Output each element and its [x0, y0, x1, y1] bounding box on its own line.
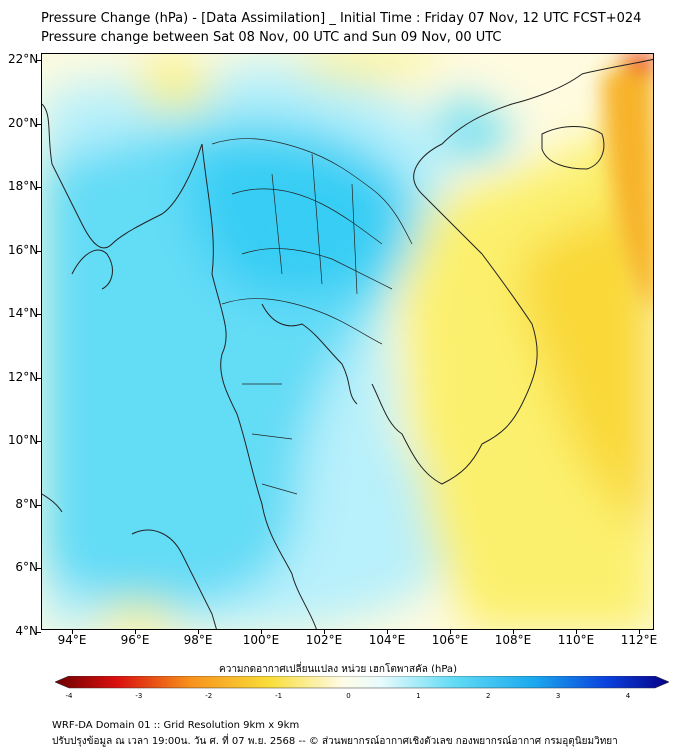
province-borders [211, 138, 413, 495]
lat-tick-label: 14°N [8, 306, 39, 320]
lon-tick-mark [513, 630, 514, 634]
lon-tick-mark [324, 630, 325, 634]
lon-tick-mark [198, 630, 199, 634]
lat-tick-label: 8°N [15, 496, 38, 511]
lat-tick-mark [36, 187, 41, 188]
coastlines [42, 58, 653, 629]
lat-tick-mark [36, 377, 41, 379]
pressure-change-map [42, 54, 653, 629]
lat-tick-mark [36, 504, 41, 506]
lon-tick-mark [135, 630, 136, 634]
map-subtitle: Pressure change between Sat 08 Nov, 00 U… [41, 30, 502, 45]
lon-tick-label: 112°E [620, 633, 658, 647]
lon-tick-mark [261, 630, 262, 634]
lon-tick-label: 104°E [368, 633, 406, 647]
colorbar-tick-label: -1 [275, 692, 283, 700]
colorbar-tick-label: 3 [555, 692, 561, 700]
lon-tick-label: 94°E [57, 633, 87, 647]
lon-tick-mark [576, 630, 577, 634]
colorbar-tick-label: -2 [205, 692, 213, 700]
lat-tick-label: 4°N [15, 623, 38, 638]
colorbar-tick-label: 0 [346, 692, 351, 700]
colorbar-tick-label: 4 [625, 692, 631, 700]
lat-tick-label: 22°N [8, 52, 39, 66]
lat-tick-label: 6°N [15, 560, 38, 574]
model-info: WRF-DA Domain 01 :: Grid Resolution 9km … [52, 720, 300, 731]
colorbar-label: ความกดอากาศเปลี่ยนแปลง หน่วย เฮกโตพาสคัล… [219, 664, 457, 675]
lat-tick-label: 16°N [8, 242, 39, 257]
colorbar-tick-label: 2 [486, 692, 491, 700]
lon-tick-label: 108°E [494, 633, 532, 647]
colorbar-tick-label: -3 [135, 692, 143, 700]
update-credit: ปรับปรุงข้อมูล ณ เวลา 19:00น. วัน ศ. ที่… [52, 736, 618, 747]
lat-tick-mark [36, 631, 41, 633]
map-title: Pressure Change (hPa) - [Data Assimilati… [41, 11, 642, 26]
lon-tick-label: 106°E [431, 633, 469, 647]
lon-tick-label: 110°E [557, 633, 595, 647]
lat-tick-mark [36, 441, 41, 442]
lat-tick-mark [36, 314, 41, 315]
lon-tick-label: 96°E [120, 633, 150, 647]
lon-tick-label: 98°E [183, 633, 213, 647]
lat-tick-label: 20°N [8, 115, 39, 130]
lon-tick-label: 100°E [242, 633, 280, 647]
lat-tick-label: 18°N [8, 179, 39, 193]
lon-tick-label: 102°E [305, 633, 343, 647]
lat-tick-mark [36, 60, 41, 61]
colorbar [55, 676, 669, 689]
lon-tick-mark [450, 630, 451, 634]
lat-tick-mark [36, 568, 41, 569]
lon-tick-mark [387, 630, 388, 634]
colorbar-tick-label: 1 [416, 692, 421, 700]
lat-tick-mark [36, 123, 41, 125]
lat-tick-label: 10°N [8, 433, 39, 447]
lat-tick-mark [36, 250, 41, 252]
map-panel [41, 53, 654, 630]
lon-tick-mark [72, 630, 73, 634]
lat-tick-label: 12°N [8, 369, 39, 384]
lon-tick-mark [639, 630, 640, 634]
colorbar-tick-label: -4 [65, 692, 73, 700]
